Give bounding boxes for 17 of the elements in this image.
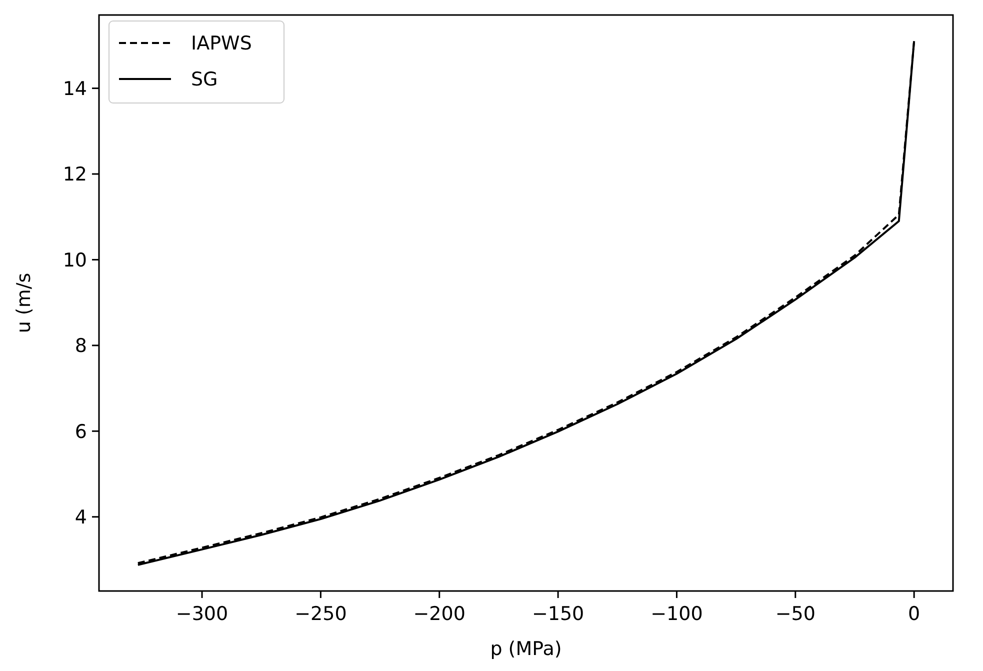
x-axis-title: p (MPa) — [490, 638, 562, 660]
x-tick-label: −200 — [413, 603, 466, 625]
x-tick-label: −100 — [650, 603, 703, 625]
y-tick-label: 6 — [74, 420, 87, 443]
x-tick-label: −250 — [294, 603, 347, 625]
x-tick-label: −300 — [176, 603, 228, 625]
x-tick-label: 0 — [908, 603, 920, 625]
y-tick-label: 8 — [74, 335, 87, 358]
y-tick-label: 10 — [62, 249, 87, 272]
y-axis-title: u (m/s — [13, 272, 35, 334]
legend-label: SG — [191, 68, 218, 91]
x-tick-label: −150 — [532, 603, 584, 625]
y-tick-label: 14 — [62, 78, 87, 100]
y-tick-label: 4 — [74, 506, 87, 529]
legend-label: IAPWS — [191, 32, 252, 55]
x-tick-label: −50 — [775, 603, 816, 625]
y-tick-label: 12 — [62, 164, 87, 186]
